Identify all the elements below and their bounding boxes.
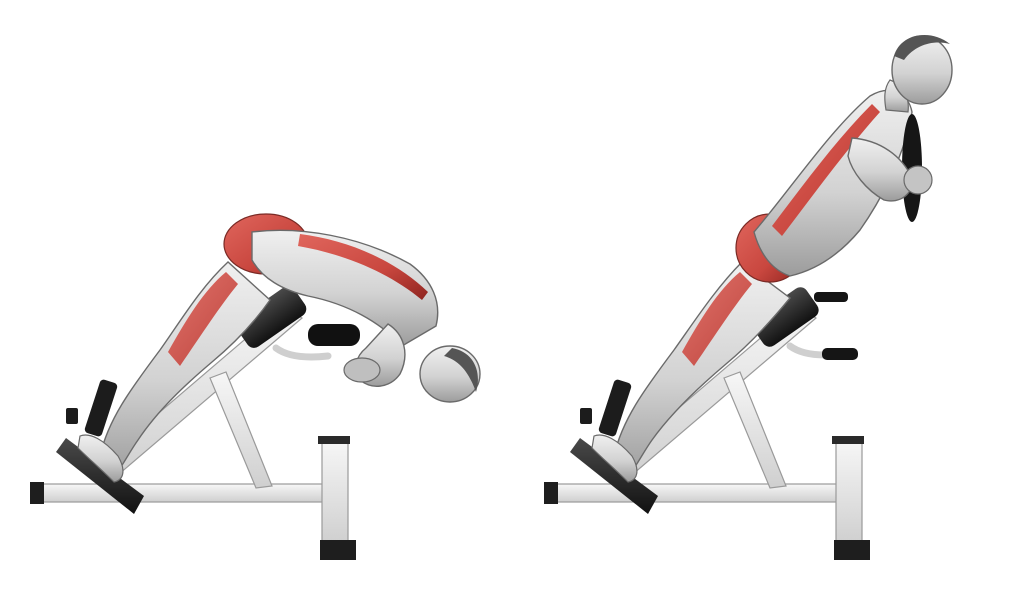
left-bench-ankle-post xyxy=(84,379,118,437)
left-bench-roller-pad xyxy=(308,324,360,346)
right-bench-base-end-cap xyxy=(544,482,558,504)
left-body xyxy=(77,213,481,483)
right-hands xyxy=(903,165,933,195)
left-hair xyxy=(444,348,478,392)
left-bench-rear-cap xyxy=(318,436,350,444)
right-bench-rear-upright xyxy=(835,439,863,545)
left-bench-foot-plate xyxy=(56,438,144,514)
right-bench xyxy=(544,287,870,560)
left-bench-thigh-pad xyxy=(235,286,307,348)
left-bench-support-strut xyxy=(209,371,273,489)
left-hamstring-highlight xyxy=(168,272,238,366)
left-erector-highlight xyxy=(298,234,428,300)
left-feet xyxy=(77,434,124,483)
right-bench-rear-foot xyxy=(834,540,870,560)
right-hair xyxy=(894,34,950,60)
right-body xyxy=(591,34,953,483)
left-hands xyxy=(343,357,381,383)
left-bench-base-rail xyxy=(37,483,339,503)
left-bench-rear-upright xyxy=(321,439,349,545)
left-bench xyxy=(30,286,360,560)
right-arm xyxy=(847,137,913,202)
left-bench-ankle-pin xyxy=(66,408,78,424)
left-bench-base-end-cap xyxy=(30,482,44,504)
right-bench-foot-plate xyxy=(570,438,658,514)
right-bench-thigh-pad xyxy=(751,287,819,347)
right-bench-handle-grip-upper xyxy=(814,292,848,302)
left-legs xyxy=(99,261,271,480)
right-hamstring-highlight xyxy=(682,272,752,366)
right-bench-handle-grip-lower xyxy=(822,348,858,360)
right-bench-base-rail xyxy=(551,483,853,503)
right-figure-end-position xyxy=(544,34,953,560)
right-bench-support-strut xyxy=(723,371,787,489)
left-figure-start-position xyxy=(30,213,481,560)
right-erector-highlight xyxy=(772,104,880,236)
right-legs xyxy=(613,261,792,480)
left-bench-handle-bar xyxy=(272,344,332,361)
right-torso xyxy=(753,89,913,277)
right-bench-ankle-post xyxy=(598,379,632,437)
left-torso xyxy=(251,229,439,347)
right-bench-ankle-pin xyxy=(580,408,592,424)
right-bench-rear-cap xyxy=(832,436,864,444)
left-bench-rear-foot xyxy=(320,540,356,560)
right-feet xyxy=(591,434,638,483)
